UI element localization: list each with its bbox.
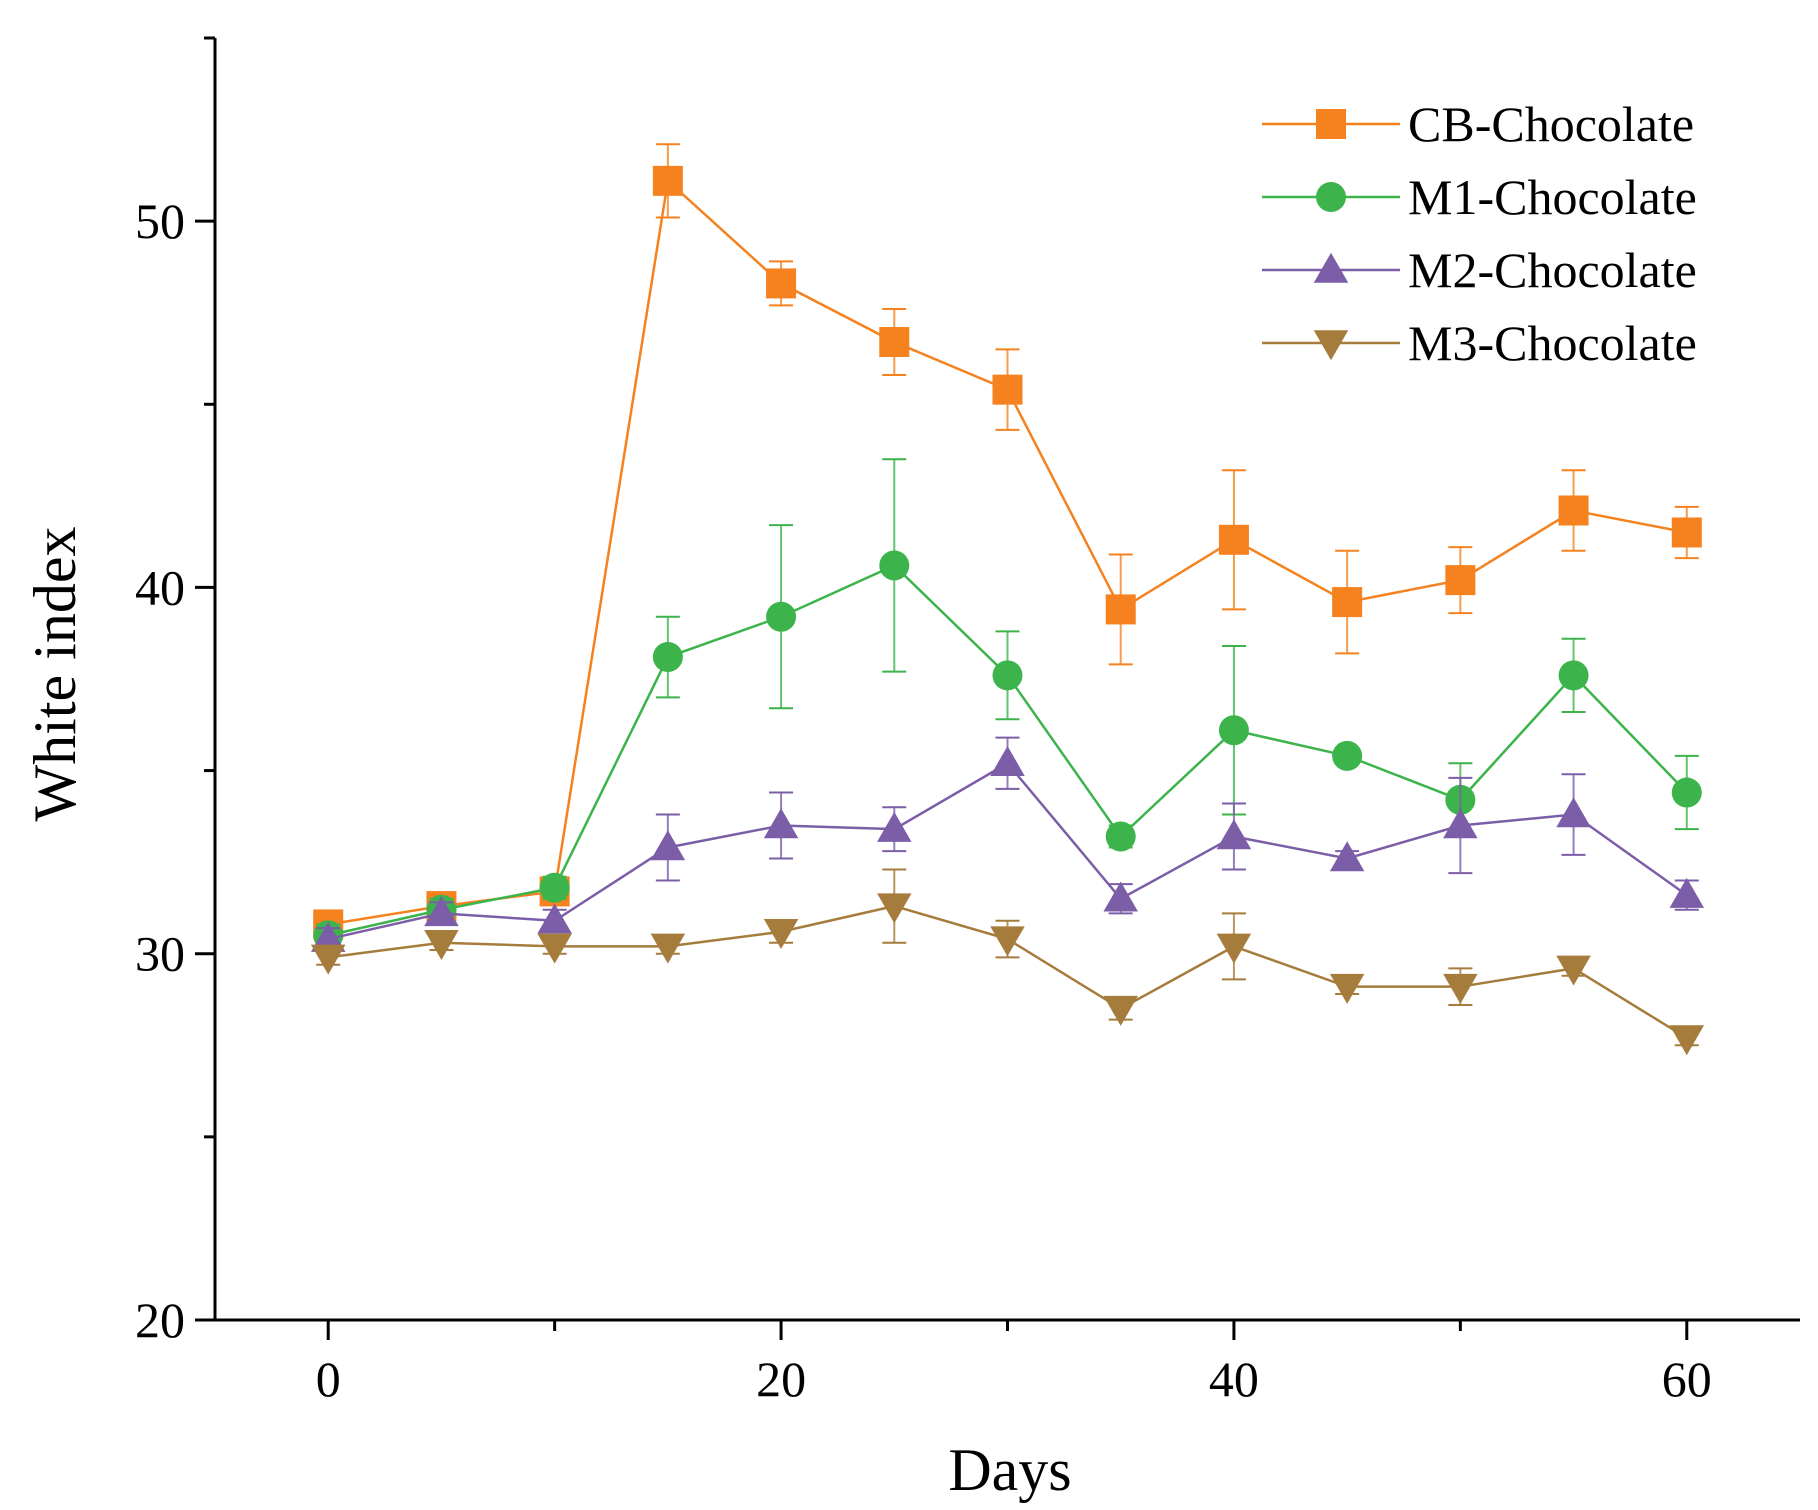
legend-item: M3-Chocolate — [1262, 315, 1697, 371]
data-point — [424, 929, 459, 960]
data-point — [877, 811, 912, 842]
data-point — [537, 903, 572, 934]
data-point — [766, 601, 797, 632]
x-tick-label: 40 — [1209, 1351, 1259, 1407]
data-point — [1216, 933, 1252, 964]
legend: CB-Chocolate M1-Chocolate M2-Chocolate M3-C… — [1262, 96, 1697, 371]
data-point — [1216, 819, 1252, 850]
data-point — [1669, 1025, 1705, 1056]
data-point — [650, 933, 686, 964]
legend-marker — [1313, 252, 1349, 283]
y-axis-title: White index — [22, 527, 88, 822]
legend-item: CB-Chocolate — [1262, 96, 1694, 152]
data-point — [763, 808, 799, 839]
data-point — [1443, 808, 1478, 839]
data-point — [650, 830, 686, 861]
data-point — [766, 268, 797, 299]
data-point — [1443, 973, 1478, 1004]
data-point — [1671, 777, 1702, 808]
data-point — [1103, 881, 1138, 912]
data-point — [424, 896, 459, 927]
y-tick-label: 50 — [135, 193, 185, 249]
data-point — [652, 165, 683, 196]
data-point — [1329, 841, 1365, 872]
data-point — [1671, 517, 1702, 548]
data-point — [1105, 594, 1136, 625]
data-point — [310, 944, 346, 975]
data-point — [1329, 973, 1365, 1004]
y-tick-label: 20 — [135, 1292, 185, 1348]
data-point — [1558, 660, 1589, 691]
data-point — [1556, 797, 1591, 828]
data-point — [1558, 495, 1589, 526]
data-point — [537, 933, 572, 964]
data-point — [879, 550, 910, 581]
data-point — [992, 374, 1023, 405]
data-point — [1556, 955, 1591, 986]
data-point — [1105, 821, 1136, 852]
data-point — [992, 660, 1023, 691]
data-point — [1103, 995, 1138, 1026]
data-point — [1332, 740, 1363, 771]
data-point — [310, 921, 346, 952]
legend-label: M1-Chocolate — [1408, 169, 1697, 225]
axes: 20 30 40 50 0 20 40 60 — [135, 36, 1800, 1407]
x-tick-label: 60 — [1662, 1351, 1712, 1407]
legend-label: M3-Chocolate — [1408, 315, 1697, 371]
data-point — [990, 745, 1025, 776]
series-m3-chocolate — [310, 868, 1705, 1056]
x-tick-label: 0 — [316, 1351, 341, 1407]
data-point — [763, 918, 799, 949]
series-m2-chocolate — [310, 736, 1705, 952]
data-point — [539, 872, 570, 903]
x-axis-title: Days — [948, 1437, 1071, 1503]
y-tick-label: 40 — [135, 559, 185, 615]
data-point — [1445, 565, 1476, 596]
legend-item: M2-Chocolate — [1262, 242, 1697, 298]
data-point — [1669, 877, 1705, 908]
data-point — [879, 327, 910, 358]
y-tick-label: 30 — [135, 926, 185, 982]
legend-label: CB-Chocolate — [1408, 96, 1694, 152]
data-point — [1218, 715, 1249, 746]
data-point — [652, 642, 683, 673]
x-tick-label: 20 — [756, 1351, 806, 1407]
data-point — [1218, 524, 1249, 555]
legend-marker — [1313, 330, 1349, 361]
data-point — [990, 926, 1025, 957]
data-point — [877, 893, 912, 924]
data-point — [1332, 587, 1363, 618]
series-layer — [310, 143, 1705, 1056]
legend-marker — [1316, 109, 1346, 139]
legend-marker — [1316, 182, 1346, 212]
legend-label: M2-Chocolate — [1408, 242, 1697, 298]
series-m1-chocolate — [313, 458, 1702, 951]
legend-item: M1-Chocolate — [1262, 169, 1697, 225]
